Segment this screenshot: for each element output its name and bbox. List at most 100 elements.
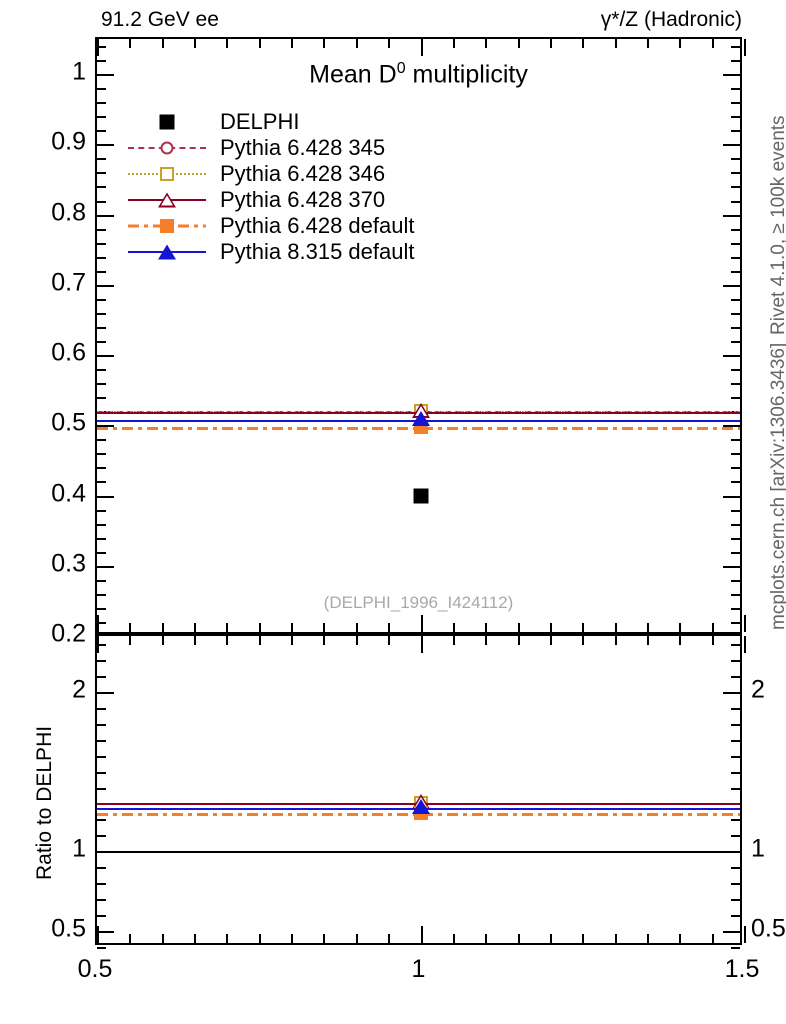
axis-tick [97,867,106,870]
axis-tick [97,755,106,758]
axis-tick [97,723,106,726]
axis-tick [485,636,488,645]
axis-tick [723,355,740,358]
axis-tick [731,607,740,610]
axis-tick [731,755,740,758]
legend-item-label: DELPHI [220,109,300,134]
axis-tick [614,39,617,48]
axis-tick [291,39,294,48]
axis-tick [323,934,326,943]
axis-tick [97,771,106,774]
axis-tick [129,623,132,632]
axis-tick [731,675,740,678]
legend-key-swatch [128,135,206,161]
axis-tick [549,623,552,632]
axis-tick [97,819,106,822]
axis-tick [97,947,106,949]
axis-tick [161,623,164,632]
axis-tick [744,926,746,943]
axis-tick [582,39,585,48]
axis-tick [323,39,326,48]
axis-tick [731,523,740,526]
axis-tick [711,623,714,632]
legend-item[interactable]: DELPHI [128,109,414,135]
axis-tick [614,623,617,632]
axis-tick [97,615,99,632]
axis-tick [452,934,455,943]
axis-tick [97,383,106,386]
legend-item[interactable]: Pythia 6.428 370 [128,187,414,213]
axis-tick [420,615,423,632]
main-y-tick-label: 0.9 [51,127,86,156]
axis-tick [723,144,740,147]
axis-tick [517,39,520,48]
main-y-tick-label: 0.7 [51,268,86,297]
legend-key-swatch [128,109,206,135]
axis-tick [731,312,740,315]
axis-tick [723,214,740,217]
axis-tick [679,39,682,48]
axis-tick [97,509,106,512]
axis-tick [723,74,740,77]
ratio-y-tick-label-right: 2 [751,675,765,704]
axis-tick [388,636,391,645]
axis-tick [97,707,106,710]
axis-tick [452,39,455,48]
axis-tick [731,46,740,49]
axis-tick [711,39,714,48]
axis-tick [226,623,229,632]
axis-tick [731,172,740,175]
axis-tick [731,369,740,372]
axis-tick [731,453,740,456]
axis-tick [731,130,740,133]
axis-tick [731,537,740,540]
legend-item[interactable]: Pythia 6.428 345 [128,135,414,161]
axis-tick [549,636,552,645]
title-text-before: Mean D [309,60,397,89]
marker-triangle-open-icon [158,192,176,208]
axis-tick [582,623,585,632]
axis-tick [97,467,106,470]
axis-tick [355,623,358,632]
main-y-tick-label: 0.2 [51,619,86,648]
axis-tick [97,659,106,662]
x-tick-label: 1.5 [724,955,760,983]
axis-tick [97,926,99,943]
axis-tick [97,636,99,653]
axis-tick [646,934,649,943]
axis-tick [549,39,552,48]
axis-tick [723,931,740,934]
legend-item[interactable]: Pythia 6.428 346 [128,161,414,187]
axis-tick [731,621,740,624]
axis-tick [731,102,740,105]
ratio-axis-label: Ratio to DELPHI [33,725,56,880]
axis-tick [97,46,106,49]
legend-item[interactable]: Pythia 6.428 default [128,213,414,239]
axis-tick [744,39,746,56]
axis-tick [731,867,740,870]
axis-tick [161,39,164,48]
title-superscript: 0 [396,60,406,77]
axis-tick [731,158,740,161]
axis-tick [97,523,106,526]
axis-tick [731,200,740,203]
axis-tick [97,186,106,189]
axis-tick [723,495,740,498]
axis-tick [226,39,229,48]
legend-item[interactable]: Pythia 8.315 default [128,239,414,265]
axis-tick [614,934,617,943]
axis-tick [97,39,99,56]
axis-tick [731,270,740,273]
axis-tick [323,623,326,632]
axis-tick [97,495,114,498]
axis-tick [97,835,106,838]
axis-tick [97,565,114,568]
axis-tick [97,369,106,372]
axis-tick [485,623,488,632]
marker-square-filled-icon [159,114,175,130]
axis-tick [731,899,740,902]
marker-triangle-filled-icon [411,799,430,815]
axis-tick [517,636,520,645]
axis-tick [194,636,197,645]
axis-tick [582,934,585,943]
